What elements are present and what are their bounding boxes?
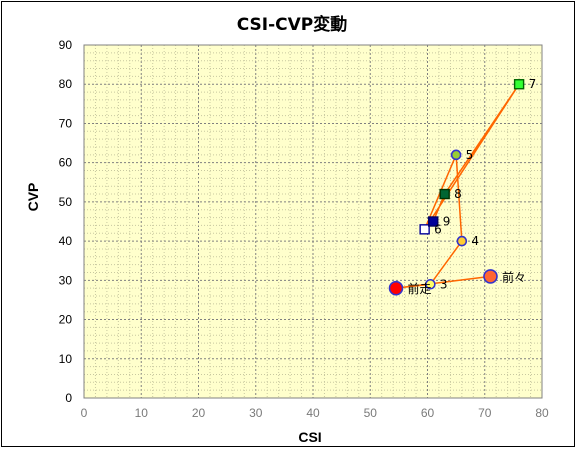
- y-tick-label: 60: [59, 156, 73, 170]
- data-markers: [388, 79, 525, 296]
- y-tick-label: 90: [59, 38, 73, 52]
- x-tick-label: 80: [535, 406, 549, 420]
- data-point-marker: [419, 224, 430, 235]
- y-axis-ticks: 0 10 20 30 40 50 60 70 80 90: [59, 38, 73, 405]
- x-tick-label: 40: [306, 406, 320, 420]
- data-point-label: 9: [443, 215, 451, 229]
- data-point-marker: [450, 149, 462, 161]
- x-axis-ticks: 0 10 20 30 40 50 60 70 80: [81, 406, 549, 420]
- x-tick-label: 10: [135, 406, 149, 420]
- data-point-marker: [425, 278, 436, 290]
- y-tick-label: 20: [59, 313, 73, 327]
- data-point-marker: [439, 188, 450, 200]
- y-axis-title: CVP: [25, 183, 41, 212]
- x-axis-title: CSI: [298, 429, 321, 445]
- data-point-label: 7: [529, 77, 537, 91]
- x-tick-label: 0: [81, 406, 88, 420]
- chart-title: CSI-CVP変動: [237, 14, 348, 35]
- y-tick-label: 0: [65, 391, 72, 405]
- y-tick-label: 80: [59, 77, 73, 91]
- data-point-marker: [428, 216, 439, 227]
- data-point-label: 8: [454, 187, 462, 201]
- data-point-marker: [456, 235, 468, 247]
- y-tick-label: 10: [59, 352, 73, 366]
- y-tick-label: 70: [59, 116, 73, 130]
- data-point-marker: [483, 269, 498, 284]
- data-point-marker: [388, 280, 404, 296]
- data-point-marker: [513, 79, 525, 90]
- data-point-label: 3: [440, 277, 448, 291]
- x-tick-label: 60: [421, 406, 435, 420]
- data-point-label: 前走: [408, 281, 432, 296]
- x-tick-label: 50: [364, 406, 378, 420]
- x-tick-label: 70: [478, 406, 492, 420]
- data-point-label: 6: [434, 222, 442, 236]
- data-point-label: 前々: [502, 269, 526, 284]
- x-tick-label: 20: [192, 406, 206, 420]
- data-point-label: 5: [466, 148, 474, 162]
- y-tick-label: 50: [59, 195, 73, 209]
- x-tick-label: 30: [249, 406, 263, 420]
- y-tick-label: 40: [59, 234, 73, 248]
- data-point-label: 4: [471, 234, 479, 248]
- y-tick-label: 30: [59, 273, 73, 287]
- plot-border: [83, 44, 543, 399]
